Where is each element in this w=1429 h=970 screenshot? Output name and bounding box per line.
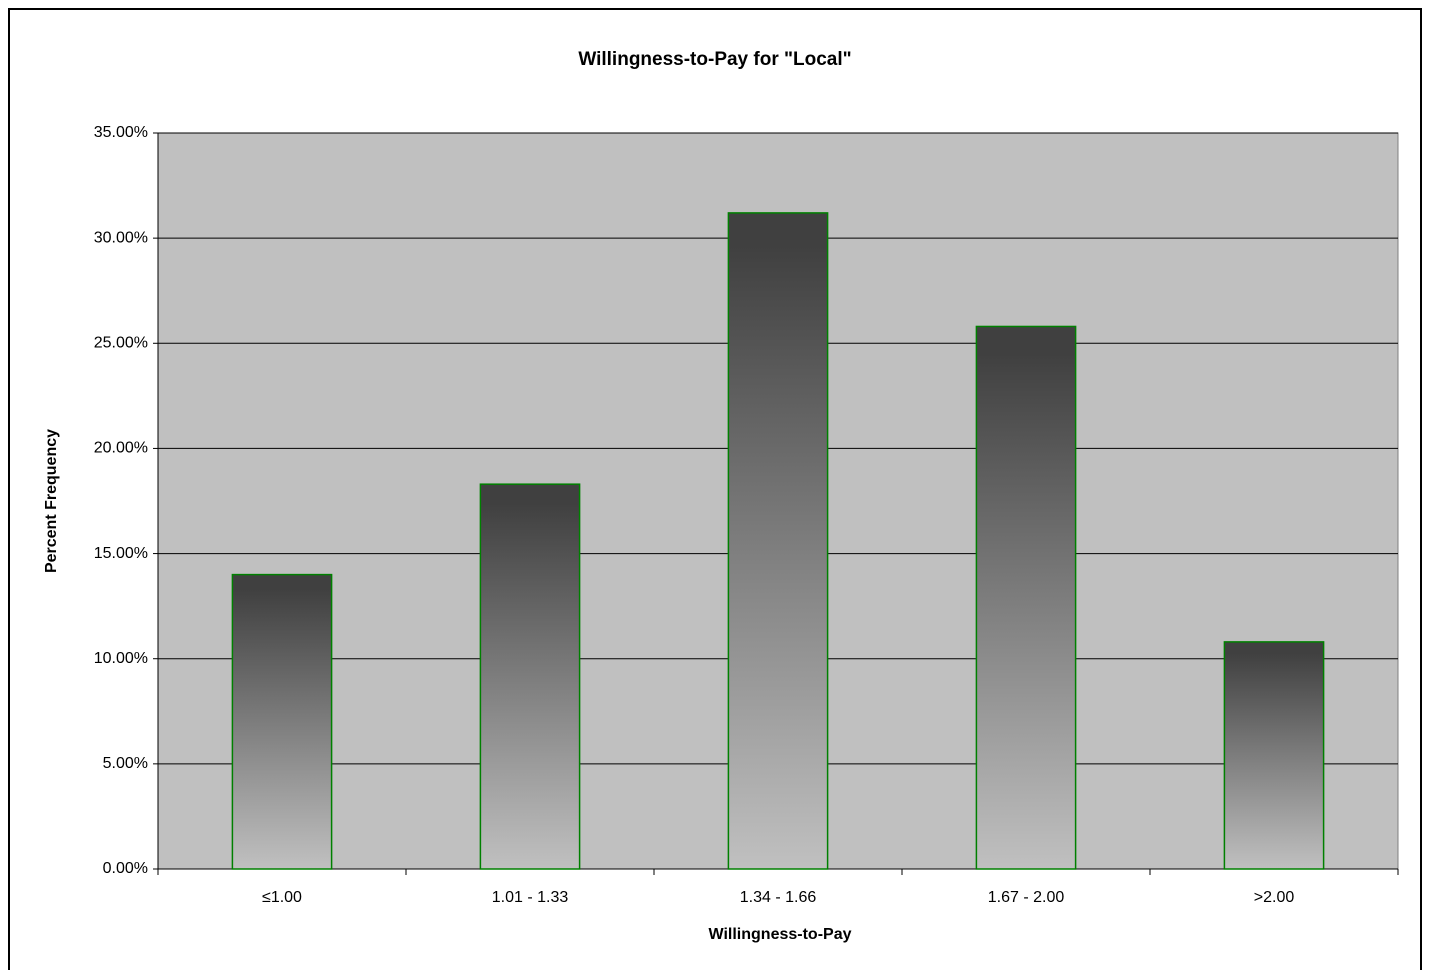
x-axis-label: Willingness-to-Pay [709,926,852,943]
y-tick-label: 20.00% [94,440,148,457]
y-tick-label: 35.00% [94,124,148,141]
x-tick-label: >2.00 [1254,889,1295,906]
bar [479,483,581,870]
bar [727,212,829,870]
x-tick-label: 1.34 - 1.66 [740,889,817,906]
y-tick-label: 25.00% [94,335,148,352]
y-tick-label: 5.00% [103,755,148,772]
y-tick-label: 30.00% [94,229,148,246]
y-tick-label: 0.00% [103,860,148,877]
chart-border [8,8,1422,970]
x-tick-label: 1.01 - 1.33 [492,889,569,906]
bar [975,325,1077,870]
y-tick-label: 15.00% [94,545,148,562]
chart-title: Willingness-to-Pay for "Local" [578,49,851,70]
x-tick-label: 1.67 - 2.00 [988,889,1065,906]
x-tick-label: ≤1.00 [262,889,302,906]
y-tick-label: 10.00% [94,650,148,667]
y-axis-label: Percent Frequency [43,429,60,573]
bar [1223,641,1325,870]
bar [231,573,333,870]
